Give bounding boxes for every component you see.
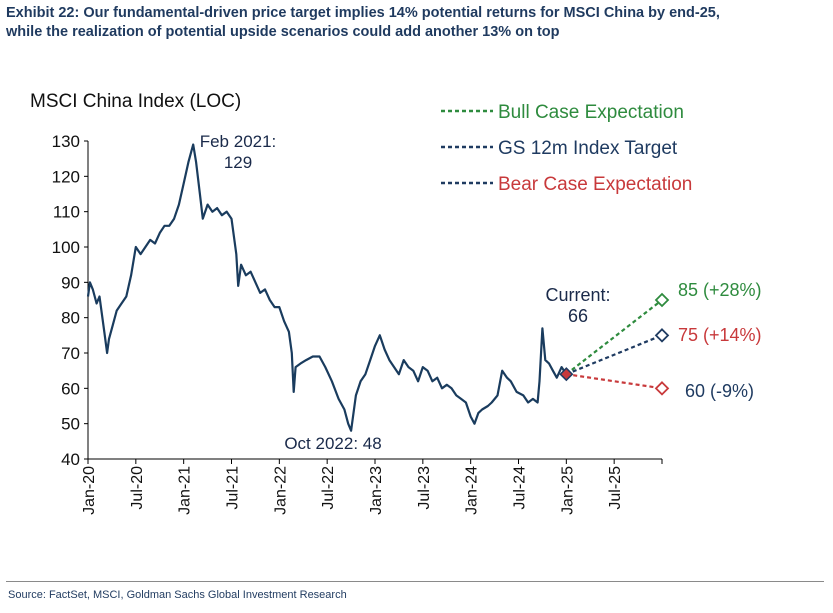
current-point-marker [559, 367, 574, 382]
series-line-bull [565, 299, 663, 376]
footer-divider [6, 581, 824, 582]
x-tick-label: Jan-21 [177, 466, 194, 515]
y-tick-label: 120 [52, 167, 80, 186]
series-line-bear [566, 373, 663, 390]
y-tick-label: 40 [61, 450, 80, 469]
legend-label: GS 12m Index Target [498, 138, 678, 159]
y-tick-label: 130 [52, 132, 80, 151]
series-line-target [565, 334, 663, 376]
annotation-bull-end: 85 (+28%) [678, 280, 762, 300]
annotation-target-end: 75 (+14%) [678, 325, 762, 345]
series-line-msci-china [86, 143, 568, 432]
y-tick-label: 80 [61, 309, 80, 328]
exhibit-title-line-2: while the realization of potential upsid… [6, 24, 560, 40]
annotation-current: 66 [568, 306, 588, 326]
y-tick-label: 70 [61, 344, 80, 363]
annotation-peak: 129 [224, 153, 252, 172]
y-tick-label: 110 [53, 203, 80, 222]
y-tick-label: 90 [61, 273, 80, 292]
x-tick-label: Jul-25 [607, 466, 624, 510]
x-tick-label: Jul-22 [320, 466, 337, 510]
y-tick-label: 100 [52, 238, 80, 257]
y-tick-label: 50 [61, 415, 80, 434]
endpoint-marker-bull [654, 292, 670, 308]
x-tick-label: Jan-24 [464, 466, 481, 515]
endpoint-marker-target [654, 328, 670, 343]
x-tick-label: Jul-23 [416, 466, 433, 510]
x-tick-label: Jan-20 [81, 466, 98, 515]
x-tick-label: Jan-25 [559, 466, 576, 515]
exhibit-title: Exhibit 22: Our fundamental-driven price… [6, 4, 828, 42]
source-note: Source: FactSet, MSCI, Goldman Sachs Glo… [8, 589, 347, 601]
legend-label: Bull Case Expectation [498, 102, 684, 123]
y-tick-label: 60 [61, 379, 80, 398]
exhibit-title-line-1: Exhibit 22: Our fundamental-driven price… [6, 5, 720, 21]
x-tick-label: Jan-23 [368, 466, 385, 515]
x-tick-label: Jul-21 [225, 466, 242, 510]
annotation-peak: Feb 2021: [200, 132, 277, 151]
x-tick-label: Jul-24 [512, 466, 529, 510]
legend-label: Bear Case Expectation [498, 174, 692, 195]
annotation-trough: Oct 2022: 48 [284, 434, 381, 453]
annotation-bear-end: 60 (-9%) [685, 381, 754, 401]
chart-title: MSCI China Index (LOC) [30, 91, 241, 112]
x-tick-label: Jul-20 [129, 466, 146, 510]
x-tick-label: Jan-22 [272, 466, 289, 515]
endpoint-marker-bear [654, 381, 670, 396]
annotation-current: Current: [545, 285, 610, 305]
